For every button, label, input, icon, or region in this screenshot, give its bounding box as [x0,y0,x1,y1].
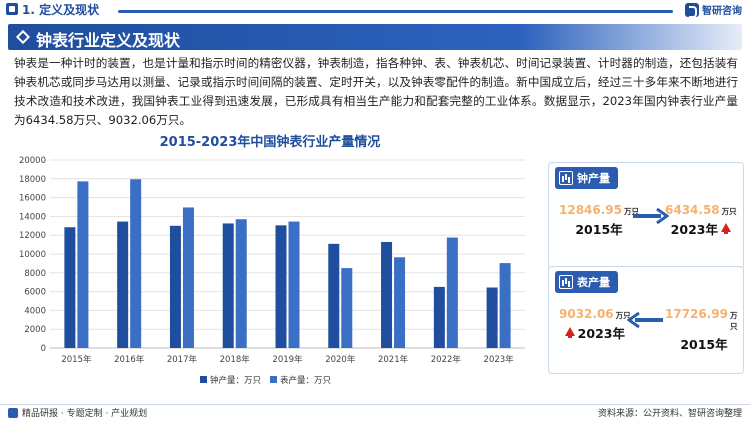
stat-year: 2015年 [575,222,623,237]
chart-icon [559,275,573,289]
x-tick-label: 2021年 [378,354,409,365]
card-header: 钟产量 [555,167,618,189]
y-tick-label: 2000 [24,325,46,335]
stat-year: 2015年 [680,337,728,352]
logo-text: 智研咨询 [702,6,742,17]
card-title: 表产量 [577,276,610,289]
y-tick-label: 4000 [24,306,46,316]
x-tick-label: 2023年 [484,354,515,365]
arrow-left-icon [627,311,663,329]
footer-divider [0,404,750,405]
stat-value: 6434.58 [665,203,720,217]
bar [381,241,393,348]
stat-from: 12846.95 万只 2015年 [559,203,639,238]
x-tick-label: 2017年 [167,354,198,365]
legend-swatch [270,376,277,383]
chart-title: 2015-2023年中国钟表行业产量情况 [159,135,381,150]
chart-icon [559,171,573,185]
bar [341,268,353,348]
bar [77,181,89,348]
footer-left: 精品研报 · 专题定制 · 产业规划 [8,406,147,419]
bar [117,221,129,348]
card-title: 钟产量 [577,172,610,185]
x-tick-label: 2018年 [220,354,251,365]
stat-unit: 万只 [615,311,631,320]
y-tick-label: 14000 [19,212,46,222]
stat-value: 9032.06 [559,307,614,321]
stat-unit: 万只 [624,207,640,216]
arrow-right-icon [633,207,669,225]
y-tick-label: 0 [41,344,46,354]
y-tick-label: 12000 [19,231,46,241]
bar [394,257,406,348]
bar [235,219,247,348]
stat-to: 17726.99 万只 2015年 [665,307,743,353]
diamond-icon [15,29,31,45]
bar-chart: 0 2000 4000 6000 8000 10000 12000 14000 16000 180… [19,156,525,386]
section-title: 1. 定义及现状 [22,3,100,17]
y-tick-label: 8000 [24,269,46,279]
logo-icon [685,2,699,18]
stat-from: 9032.06 万只 2023年 [559,307,631,342]
bar [446,237,458,348]
bar [328,243,340,348]
header-divider [118,10,673,13]
watch-production-card: 表产量 9032.06 万只 2023年 17726.99 万只 2015年 [548,266,744,374]
bar [499,263,511,348]
page-title: 钟表行业定义及现状 [36,31,181,50]
footer-source: 资料来源：公开资料、智研咨询整理 [597,409,742,419]
footer-square-icon [8,407,18,418]
x-tick-label: 2020年 [325,354,356,365]
page-title-bar: 钟表行业定义及现状 [8,24,742,50]
y-tick-label: 18000 [19,175,46,185]
stat-unit: 万只 [730,311,738,331]
footer-slogan: 精品研报 · 专题定制 · 产业规划 [22,409,148,419]
y-tick-label: 16000 [19,194,46,204]
card-header: 表产量 [555,271,618,293]
bar [288,221,300,348]
stat-to: 6434.58 万只 2023年 [665,203,737,238]
top-header: 1. 定义及现状 智研咨询 [0,0,750,22]
bar [182,207,194,348]
legend-label: 表产量：万只 [280,375,332,386]
y-tick-label: 20000 [19,156,46,166]
bar [433,286,445,348]
stat-unit: 万只 [721,207,737,216]
bar [275,225,287,348]
red-up-arrow-icon [564,327,575,338]
stat-value: 17726.99 [665,307,729,321]
bar [222,223,234,348]
bar [64,227,76,348]
clock-production-card: 钟产量 12846.95 万只 2015年 6434.58 万只 2023年 [548,162,744,270]
y-tick-label: 6000 [24,288,46,298]
stat-year: 2023年 [577,326,625,341]
x-tick-label: 2015年 [61,354,92,365]
y-tick-label: 10000 [19,250,46,260]
x-tick-label: 2016年 [114,354,145,365]
section-square-icon [6,3,18,15]
legend-label: 钟产量：万只 [210,375,262,386]
intro-paragraph: 钟表是一种计时的装置，也是计量和指示时间的精密仪器，钟表制造，指各种钟、表、钟表… [14,56,738,127]
x-tick-label: 2022年 [431,354,462,365]
bar [169,225,181,348]
bar [130,179,142,348]
x-tick-label: 2019年 [272,354,303,365]
red-up-arrow-icon [720,223,731,234]
stat-value: 12846.95 [559,203,623,217]
brand-logo: 智研咨询 [685,2,742,18]
legend-swatch [200,376,207,383]
bar [486,287,498,348]
stat-year: 2023年 [670,222,718,237]
